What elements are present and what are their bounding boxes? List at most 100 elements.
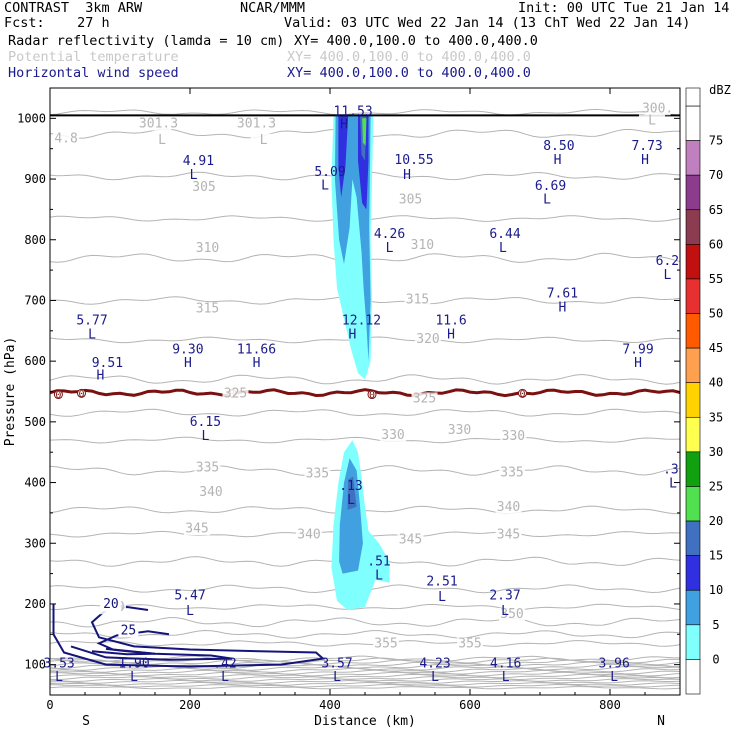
isentrope-label: 345 [185,521,208,536]
isentrope-label: 310 [196,241,219,256]
isentrope-line [50,436,680,444]
isentrope-label: L [648,113,656,128]
y-tick-label: 400 [24,476,46,490]
extremum-value: 4.26 [374,227,405,242]
isentrope-label: 320 [416,332,439,347]
colorbar-unit: dBZ [709,83,731,97]
isentrope-label: 350 [500,607,523,622]
isentrope-line [50,617,680,628]
low-marker: L [438,590,446,605]
colorbar-level-label: 10 [709,583,723,597]
high-marker: H [447,328,455,343]
isentrope-label: 340 [297,527,320,542]
isentrope-line [50,373,680,385]
isentrope-line [50,108,680,116]
colorbar-swatch [685,313,701,349]
extremum-value: 12.12 [342,314,381,329]
isentrope-label: 330 [502,429,525,444]
wind-contour-label: 20 [103,597,119,612]
isentrope-label: 345 [497,527,520,542]
colorbar-swatch [685,278,701,314]
low-marker: L [663,268,671,283]
isentrope-line [50,673,680,679]
isentrope-label: 315 [196,302,219,317]
isentrope-label: 301.3 [237,116,276,131]
isentrope-label-bg [397,533,424,547]
header-center: NCAR/MMM [240,0,306,16]
y-tick-label: 700 [24,293,46,307]
low-marker: L [499,241,507,256]
x-tick-label: 400 [319,698,341,712]
colorbar-swatch [685,589,701,626]
extremum-value: 1.90 [118,657,149,672]
isentrope-label: 325 [413,391,436,406]
colorbar-level-label: 60 [709,237,723,251]
y-tick-label: 1000 [17,111,46,125]
high-marker: H [340,118,348,133]
reflectivity-cell-lower-15dbz-a [338,115,349,198]
extremum-value: 6.2 [656,254,679,269]
isentrope-label: L [158,133,166,148]
extremum-value: .13 [339,479,362,494]
low-marker: L [55,670,63,685]
reflectivity-cell-lower-30dbz [362,118,367,146]
isentrope-label: 315 [406,292,429,307]
isentrope-line [50,640,680,647]
isentrope-label: 305 [192,180,215,195]
extremum-value: 4.23 [419,657,450,672]
colorbar-swatch [685,451,701,487]
freezing-level-label: 0 [519,389,525,400]
isentrope-label: 300. [642,101,673,116]
isentrope-line [50,686,680,690]
header-init: Init: 00 UTC Tue 21 Jan 14 [518,0,730,16]
colorbar-level-label: 45 [709,341,723,355]
extremum-value: 7.73 [631,139,662,154]
isentrope-label: 335 [306,467,329,482]
extremum-value: 9.51 [92,356,123,371]
isentrope-label-bg [411,392,438,406]
isentrope-label: 4.8 [54,132,77,147]
header-fcst: Fcst: 27 h [4,15,110,31]
extremum-value: 10.55 [394,153,433,168]
isentrope-line [50,681,680,686]
x-end-label-right: N [657,714,665,729]
extremum-value: 5.47 [174,589,205,604]
low-marker: L [543,192,551,207]
high-marker: H [96,368,104,383]
extremum-value: .3 [663,462,679,477]
low-marker: L [201,429,209,444]
y-tick-label: 900 [24,172,46,186]
field2-xy: XY= 400.0,100.0 to 400.0,400.0 [287,49,531,65]
colorbar-level-label: 30 [709,445,723,459]
x-axis-label: Distance (km) [314,714,416,729]
isentrope-label-bg [380,428,406,442]
isentrope-label: 310 [411,238,434,253]
isentrope-line [50,603,680,611]
y-tick-label: 600 [24,354,46,368]
colorbar-swatch [685,347,701,384]
isentrope-label-bg [194,461,221,475]
x-tick-label: 0 [46,698,53,712]
x-tick-label: 800 [599,698,621,712]
x-tick-label: 600 [459,698,481,712]
x-tick-label: 200 [179,698,201,712]
isentrope-label-bg [495,501,522,515]
extremum-value: 2.37 [489,589,520,604]
isentrope-label-bg [184,522,210,536]
y-tick-label: 800 [24,233,46,247]
isentrope-label: 355 [458,637,481,652]
extremum-value: 11.6 [435,314,466,329]
extremum-value: 7.61 [547,286,578,301]
header-title: CONTRAST 3km ARW [4,0,143,16]
low-marker: L [347,493,355,508]
low-marker: L [431,670,439,685]
colorbar-level-label: 15 [709,549,723,563]
isentrope-line [50,657,680,664]
isentrope-line [50,629,680,639]
isentrope-label: 325 [224,387,247,402]
isentrope-line [50,677,680,682]
freezing-level-label: 0 [55,390,61,401]
y-tick-label: 100 [24,658,46,672]
isentrope-label: L [260,133,268,148]
